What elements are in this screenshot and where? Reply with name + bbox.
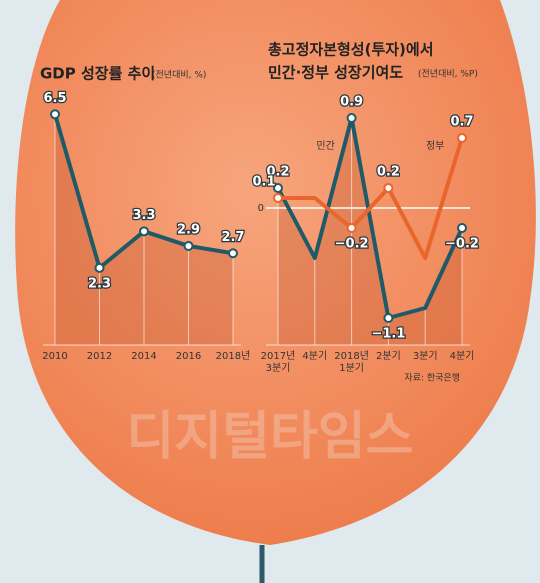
series-label: 정부	[426, 140, 444, 152]
chart-subtitle: (전년대비, %)	[152, 70, 206, 81]
x-tick-label: 4분기	[302, 350, 327, 362]
source: 자료: 한국은행	[404, 372, 460, 384]
point	[457, 133, 467, 143]
x-tick-label: 2012	[87, 351, 112, 362]
series-line	[276, 116, 464, 320]
chart-title: GDP 성장률 추이	[40, 65, 155, 83]
value-label: 2.3	[88, 276, 111, 291]
value-label: 3.3	[132, 208, 155, 223]
x-tick-label: 2018년	[216, 350, 251, 362]
value-label: 2.7	[221, 230, 244, 245]
x-tick-label: 4분기	[450, 350, 475, 362]
x-tick-label: 2016	[176, 351, 201, 362]
point	[346, 223, 357, 233]
area-shade	[278, 118, 462, 345]
point	[94, 262, 105, 273]
value-label: 0.9	[340, 95, 363, 110]
value-label: −0.2	[445, 237, 479, 252]
series-line	[278, 137, 464, 260]
x-tick-label: 3분기	[413, 350, 438, 362]
point	[457, 223, 467, 233]
y-tick-label: 0	[258, 203, 264, 214]
point	[383, 313, 394, 323]
point	[50, 109, 60, 120]
point	[346, 113, 357, 123]
x-tick-label: 2분기	[376, 350, 401, 362]
value-label: −0.2	[335, 237, 369, 252]
point	[228, 248, 238, 259]
x-tick-label: 2017년 3분기	[261, 350, 296, 374]
point	[139, 226, 149, 237]
x-tick-label: 2010	[42, 351, 67, 362]
chart-subtitle: 민간·정부 성장기여도	[268, 64, 403, 82]
x-tick-label: 2014	[131, 351, 156, 362]
value-label: 0.1	[252, 175, 275, 190]
value-label: 0.2	[266, 165, 289, 180]
point	[273, 183, 283, 193]
watermark: 디지털타임스	[126, 407, 413, 467]
balloon	[15, 0, 536, 545]
point	[183, 240, 194, 251]
point	[273, 193, 283, 203]
value-label: −1.1	[371, 327, 405, 342]
x-tick-label: 2018년 1분기	[334, 350, 369, 374]
chart-title: 총고정자본형성(투자)에서	[268, 41, 434, 59]
value-label: 0.7	[450, 115, 473, 130]
value-label: 0.2	[377, 165, 400, 180]
point	[383, 183, 394, 193]
value-label: 6.5	[43, 91, 66, 106]
chart-unit: (전년대비, %P)	[418, 69, 478, 80]
series-label: 민간	[316, 140, 334, 152]
value-label: 2.9	[177, 222, 200, 237]
